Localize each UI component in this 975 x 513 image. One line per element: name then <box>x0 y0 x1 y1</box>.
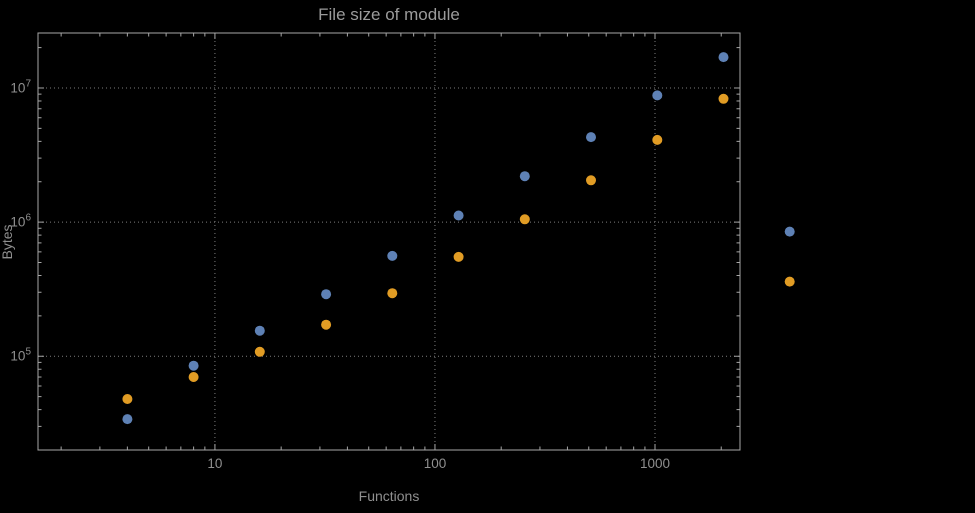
chart-title: File size of module <box>318 5 460 24</box>
data-point <box>652 134 663 145</box>
grid-lines <box>38 33 740 450</box>
y-tick-label: 106 <box>10 213 31 230</box>
x-tick-label: 10 <box>207 456 222 471</box>
data-point <box>519 214 530 225</box>
data-point <box>652 90 663 101</box>
x-axis-label: Functions <box>358 488 420 504</box>
points-series-orange <box>122 93 795 404</box>
data-point <box>387 288 398 299</box>
y-tick-label: 105 <box>10 347 31 364</box>
axis-ticks <box>38 33 740 451</box>
y-axis-label: Bytes <box>0 224 15 260</box>
data-point <box>122 394 133 404</box>
points-series-blue <box>122 52 795 425</box>
data-point <box>321 289 332 300</box>
data-point <box>321 319 332 330</box>
data-point <box>519 171 530 182</box>
plot-frame <box>37 32 741 451</box>
data-point <box>784 226 795 237</box>
data-point <box>453 251 464 262</box>
x-tick-label: 100 <box>424 456 447 471</box>
data-point <box>254 325 265 336</box>
data-point <box>784 276 795 287</box>
data-point <box>254 346 265 357</box>
data-point <box>387 250 398 261</box>
data-point <box>188 360 199 371</box>
x-tick-label: 1000 <box>640 456 670 471</box>
data-point <box>718 52 729 63</box>
data-point <box>586 175 596 186</box>
tick-labels: 10 100 1000 105 106 107 <box>10 78 670 471</box>
data-point <box>453 210 464 221</box>
data-point <box>122 414 133 425</box>
y-tick-label: 107 <box>10 78 31 95</box>
data-point <box>188 372 199 382</box>
data-point <box>718 93 729 104</box>
data-point <box>586 132 596 143</box>
